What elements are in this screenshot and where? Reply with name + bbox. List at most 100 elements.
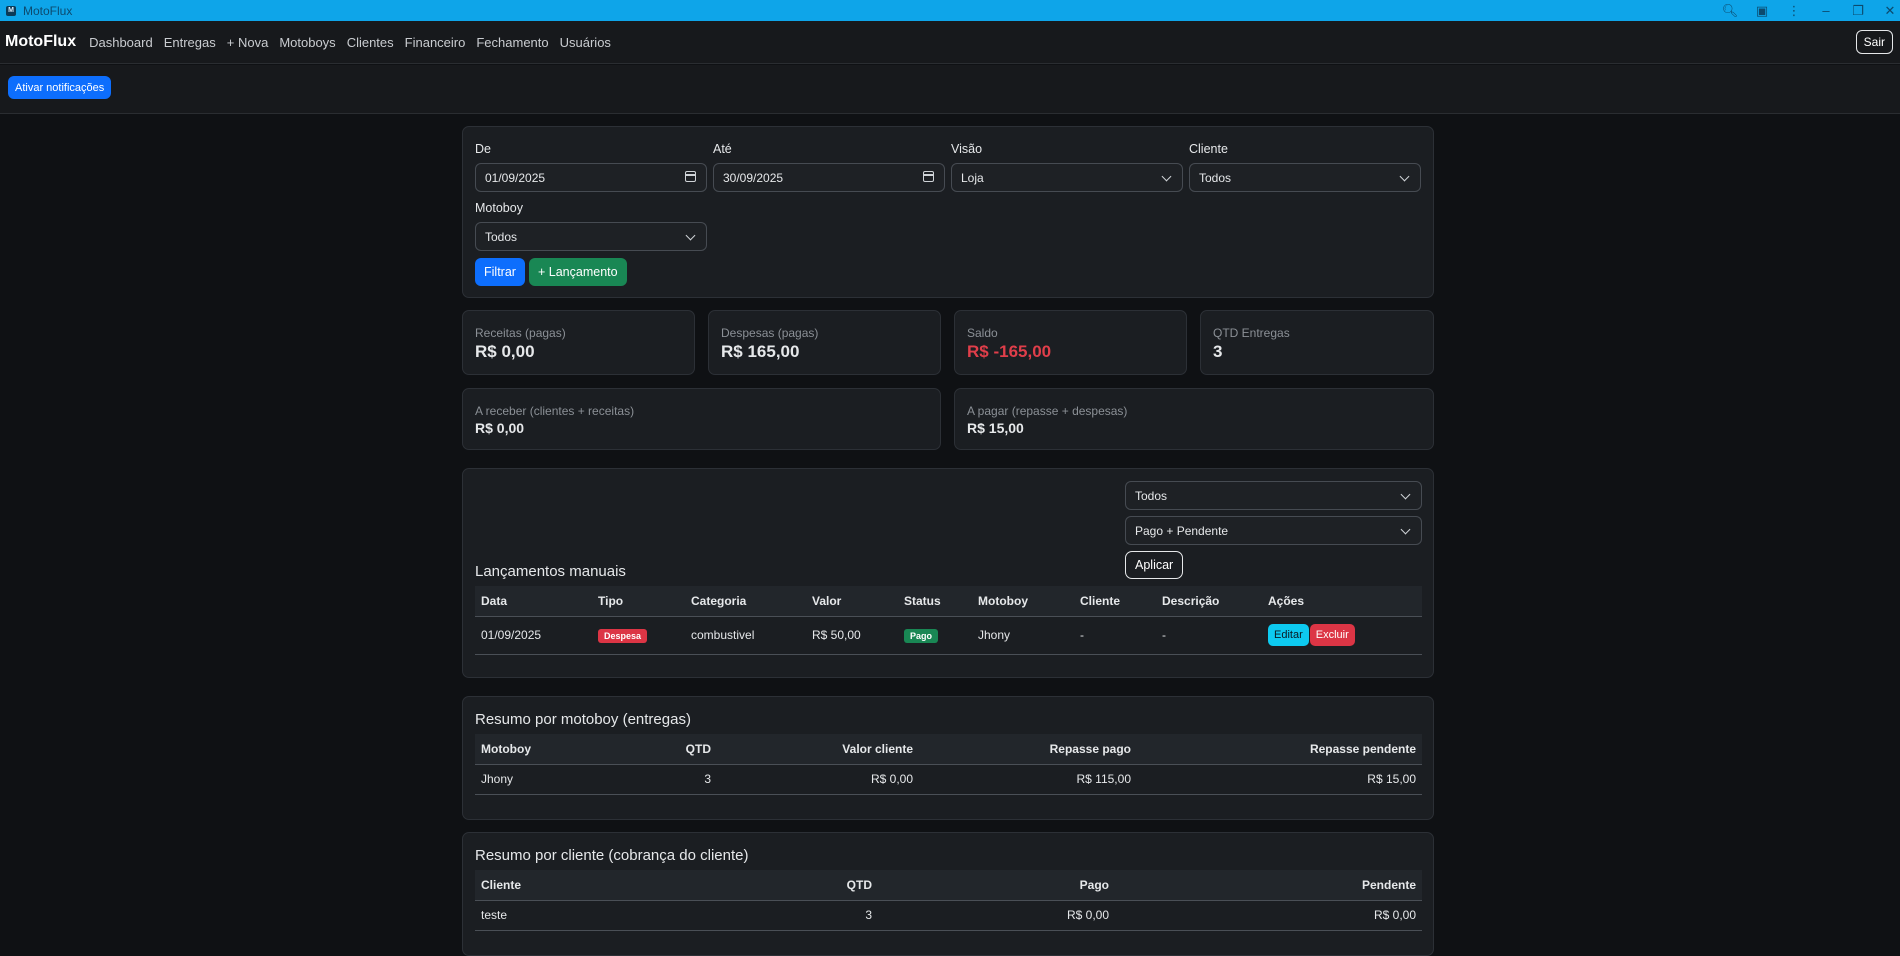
col-qtd: QTD <box>624 734 717 765</box>
a-receber-label: A receber (clientes + receitas) <box>475 404 635 418</box>
restore-icon[interactable]: ❐ <box>1852 2 1864 18</box>
ate-date-value: 30/09/2025 <box>723 170 784 185</box>
a-receber-value: R$ 0,00 <box>475 420 525 436</box>
nav-nova[interactable]: + Nova <box>226 34 269 50</box>
receitas-card: Receitas (pagas) R$ 0,00 <box>462 310 695 375</box>
cell-data: 01/09/2025 <box>475 616 592 655</box>
client-summary-table: Cliente QTD Pago Pendente teste 3 R$ 0,0… <box>475 870 1422 931</box>
notification-bar: Ativar notificações <box>0 65 1900 114</box>
window-titlebar: M MotoFlux 🔍︎ ▣ ⋮ – ❐ ✕ <box>0 0 1900 21</box>
motoboy-summary-title: Resumo por motoboy (entregas) <box>475 711 691 728</box>
cell-qtd: 3 <box>624 764 717 795</box>
status-filter-select[interactable]: Pago + Pendente <box>1125 516 1422 545</box>
saldo-label: Saldo <box>967 326 998 340</box>
nav-entregas[interactable]: Entregas <box>163 34 216 50</box>
table-header-row: Cliente QTD Pago Pendente <box>475 870 1422 901</box>
cliente-select[interactable]: Todos <box>1189 163 1421 192</box>
chevron-down-icon <box>1400 489 1411 500</box>
enable-notifications-button[interactable]: Ativar notificações <box>8 76 112 99</box>
chevron-down-icon <box>1399 171 1410 182</box>
status-badge: Pago <box>904 628 939 643</box>
logout-button[interactable]: Sair <box>1855 30 1893 54</box>
nav-dashboard[interactable]: Dashboard <box>89 34 153 50</box>
cell-pago: R$ 0,00 <box>878 900 1115 931</box>
cell-valor-cliente: R$ 0,00 <box>717 764 919 795</box>
despesas-card: Despesas (pagas) R$ 165,00 <box>708 310 941 375</box>
nav-motoboys[interactable]: Motoboys <box>279 34 336 50</box>
col-repasse-pendente: Repasse pendente <box>1137 734 1422 765</box>
calendar-icon[interactable] <box>685 171 696 182</box>
col-acoes: Ações <box>1262 586 1422 617</box>
a-pagar-card: A pagar (repasse + despesas) R$ 15,00 <box>954 388 1434 450</box>
filter-panel: De 01/09/2025 Até 30/09/2025 Visão Loja … <box>462 126 1434 298</box>
add-lancamento-button[interactable]: + Lançamento <box>529 258 627 286</box>
col-categoria: Categoria <box>685 586 806 617</box>
col-descricao: Descrição <box>1156 586 1262 617</box>
manual-entries-panel: Todos Pago + Pendente Aplicar Lançamento… <box>462 468 1434 678</box>
chevron-down-icon <box>685 230 696 241</box>
cell-categoria: combustivel <box>685 616 806 655</box>
cell-valor: R$ 50,00 <box>806 616 898 655</box>
visao-select[interactable]: Loja <box>951 163 1183 192</box>
col-tipo: Tipo <box>592 586 685 617</box>
cliente-select-value: Todos <box>1199 170 1232 185</box>
chevron-down-icon <box>1161 171 1172 182</box>
manual-entries-title: Lançamentos manuais <box>475 563 626 580</box>
nav-usuarios[interactable]: Usuários <box>559 34 611 50</box>
col-valor: Valor <box>806 586 898 617</box>
cell-pendente: R$ 0,00 <box>1115 900 1422 931</box>
qtd-entregas-value: 3 <box>1213 342 1223 361</box>
motoboy-label: Motoboy <box>475 201 523 215</box>
client-summary-title: Resumo por cliente (cobrança do cliente) <box>475 847 749 864</box>
cell-repasse-pago: R$ 115,00 <box>919 764 1137 795</box>
manual-entries-table: Data Tipo Categoria Valor Status Motoboy… <box>475 586 1422 655</box>
zoom-icon[interactable]: 🔍︎ <box>1721 2 1739 18</box>
brand-logo[interactable]: MotoFlux <box>5 33 77 50</box>
cell-repasse-pendente: R$ 15,00 <box>1137 764 1422 795</box>
visao-label: Visão <box>951 142 983 156</box>
receitas-label: Receitas (pagas) <box>475 326 566 340</box>
more-menu-icon[interactable]: ⋮ <box>1787 2 1801 18</box>
a-receber-card: A receber (clientes + receitas) R$ 0,00 <box>462 388 941 450</box>
a-pagar-value: R$ 15,00 <box>967 420 1024 436</box>
cell-descricao: - <box>1156 616 1262 655</box>
delete-button[interactable]: Excluir <box>1309 624 1355 646</box>
nav-fechamento[interactable]: Fechamento <box>476 34 549 50</box>
cell-motoboy: Jhony <box>475 764 624 795</box>
motoboy-select[interactable]: Todos <box>475 222 707 251</box>
tipo-filter-select[interactable]: Todos <box>1125 481 1422 510</box>
col-motoboy: Motoboy <box>972 586 1074 617</box>
apply-filter-button[interactable]: Aplicar <box>1125 551 1184 579</box>
nav-clientes[interactable]: Clientes <box>346 34 394 50</box>
minimize-icon[interactable]: – <box>1822 3 1830 18</box>
calendar-icon[interactable] <box>923 171 934 182</box>
table-header-row: Data Tipo Categoria Valor Status Motoboy… <box>475 586 1422 617</box>
cell-cliente: - <box>1074 616 1156 655</box>
table-row: teste 3 R$ 0,00 R$ 0,00 <box>475 900 1422 931</box>
col-repasse-pago: Repasse pago <box>919 734 1137 765</box>
edit-button[interactable]: Editar <box>1268 624 1309 646</box>
tipo-filter-value: Todos <box>1135 488 1168 503</box>
close-icon[interactable]: ✕ <box>1884 2 1896 18</box>
de-date-input[interactable]: 01/09/2025 <box>475 163 707 192</box>
window-controls: 🔍︎ ▣ ⋮ – ❐ ✕ <box>1720 0 1900 21</box>
col-cliente: Cliente <box>475 870 675 901</box>
col-status: Status <box>898 586 972 617</box>
col-cliente: Cliente <box>1074 586 1156 617</box>
table-header-row: Motoboy QTD Valor cliente Repasse pago R… <box>475 734 1422 765</box>
top-navbar: MotoFlux Dashboard Entregas + Nova Motob… <box>0 21 1900 64</box>
cell-qtd: 3 <box>675 900 878 931</box>
tipo-badge: Despesa <box>598 628 648 643</box>
qtd-entregas-label: QTD Entregas <box>1213 326 1290 340</box>
status-filter-value: Pago + Pendente <box>1135 523 1229 538</box>
col-pago: Pago <box>878 870 1115 901</box>
extensions-icon[interactable]: ▣ <box>1755 2 1769 18</box>
filter-button[interactable]: Filtrar <box>475 258 525 286</box>
de-date-value: 01/09/2025 <box>485 170 546 185</box>
cell-acoes: Editar Excluir <box>1262 616 1422 655</box>
saldo-value: R$ -165,00 <box>967 342 1052 361</box>
ate-date-input[interactable]: 30/09/2025 <box>713 163 945 192</box>
client-summary-panel: Resumo por cliente (cobrança do cliente)… <box>462 832 1434 956</box>
motoboy-summary-table: Motoboy QTD Valor cliente Repasse pago R… <box>475 734 1422 795</box>
nav-financeiro[interactable]: Financeiro <box>404 34 466 50</box>
